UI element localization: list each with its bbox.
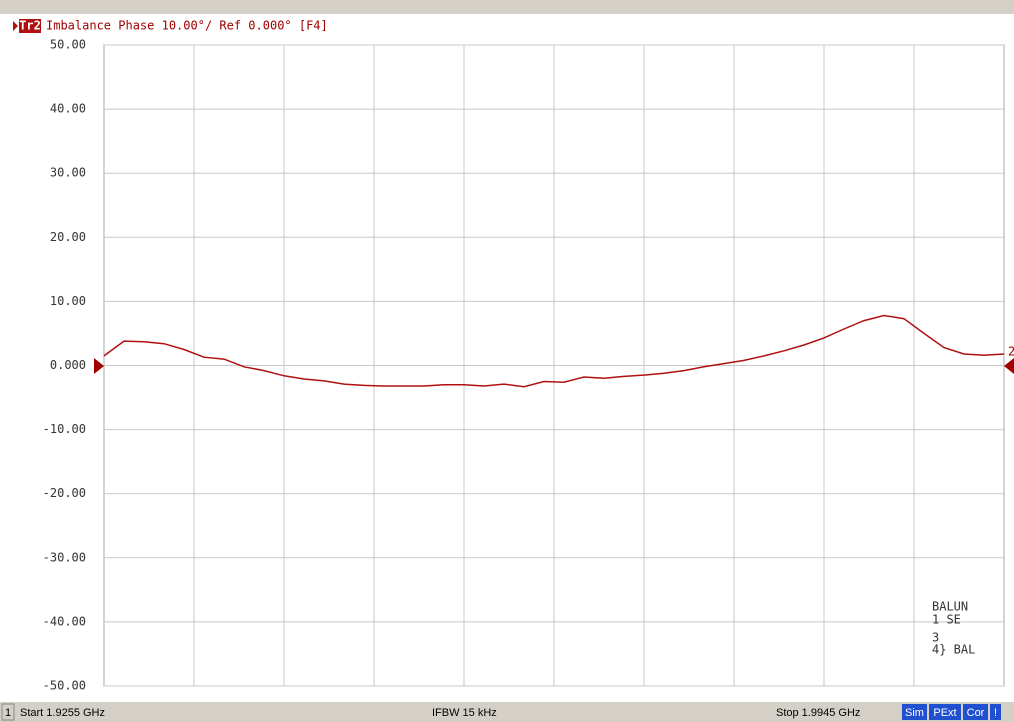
status-badge-label: Sim — [905, 707, 924, 719]
balun-title: BALUN — [932, 600, 968, 614]
y-tick-label: 10.00 — [50, 294, 86, 308]
trace — [103, 314, 1005, 388]
status-cell — [1, 703, 15, 721]
y-tick-label: 30.00 — [50, 166, 86, 180]
trace-badge — [19, 19, 41, 33]
trace-label: Tr2 — [19, 19, 41, 33]
status-badge — [963, 704, 988, 720]
trace-title: Imbalance Phase 10.00°/ Ref 0.000° [F4] — [46, 19, 328, 33]
ref-marker — [94, 358, 104, 374]
y-tick-label: -40.00 — [43, 614, 86, 628]
marker-label: 2 — [1008, 345, 1014, 359]
end-marker — [1004, 358, 1014, 374]
channel: 1 — [5, 707, 11, 719]
y-tick-label: 0.000 — [50, 358, 86, 372]
balun-port: 3 — [932, 631, 939, 645]
balun-port: 1 SE — [932, 613, 961, 627]
status-bar — [0, 702, 1014, 722]
y-tick-label: -50.00 — [43, 679, 86, 693]
top-frame — [0, 0, 1014, 14]
status-badge — [990, 704, 1001, 720]
y-tick-label: 50.00 — [50, 38, 86, 52]
status-badge-label: Cor — [967, 707, 985, 719]
status-badge-label: ! — [994, 707, 997, 719]
balun-port: 4} BAL — [932, 643, 975, 657]
y-tick-label: 20.00 — [50, 230, 86, 244]
y-tick-label: -20.00 — [43, 486, 86, 500]
y-tick-label: -30.00 — [43, 550, 86, 564]
y-tick-label: 40.00 — [50, 102, 86, 116]
y-tick-label: -10.00 — [43, 422, 86, 436]
ifbw: IFBW 15 kHz — [432, 707, 497, 719]
status-badge — [929, 704, 961, 720]
start: Start 1.9255 GHz — [20, 707, 105, 719]
stop: Stop 1.9945 GHz — [776, 707, 860, 719]
status-badge-label: PExt — [933, 707, 956, 719]
status-badge — [902, 704, 927, 720]
trace-arrow — [13, 21, 18, 31]
